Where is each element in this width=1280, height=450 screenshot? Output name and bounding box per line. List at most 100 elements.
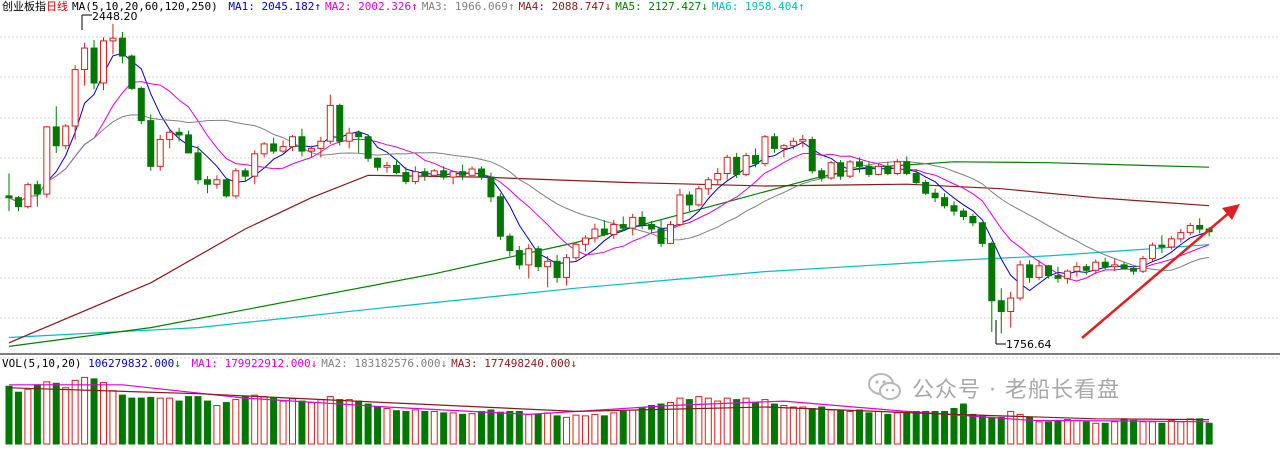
candle — [232, 168, 240, 199]
volume-bar — [43, 381, 51, 445]
candle — [667, 220, 674, 245]
candle — [629, 213, 637, 236]
candle — [317, 136, 325, 158]
vol-legend-ma1: MA1: 179922912.000↓ — [191, 357, 318, 370]
volume-bar — [865, 412, 873, 445]
volume-bar — [449, 412, 457, 445]
moving-average-lines — [8, 52, 1210, 347]
volume-bar — [307, 402, 315, 445]
candle — [1148, 242, 1156, 262]
candle — [251, 150, 259, 185]
candle — [1139, 255, 1147, 273]
candle — [903, 156, 911, 176]
ma-value-list: MA1: 2045.182↑ MA2: 2002.326↑ MA3: 1966.06… — [228, 0, 808, 13]
volume-bar — [430, 410, 438, 445]
candle — [837, 160, 845, 180]
volume-bar — [213, 405, 221, 445]
volume-bar — [837, 409, 845, 445]
volume-bar — [260, 396, 268, 445]
volume-bar — [667, 402, 674, 445]
candle — [959, 208, 967, 221]
volume-bar — [629, 409, 637, 445]
candle — [752, 148, 760, 168]
candle — [638, 211, 646, 230]
volume-bar — [1167, 419, 1175, 445]
candle — [355, 130, 363, 153]
candle — [733, 152, 741, 178]
volume-bar — [1035, 421, 1043, 445]
volume-bar — [657, 403, 665, 445]
volume-bar — [14, 391, 22, 445]
ma-line-ma6 — [8, 244, 1210, 339]
candle — [572, 242, 580, 261]
volume-bar — [534, 413, 542, 445]
volume-bar — [1101, 422, 1109, 445]
volume-bar — [610, 412, 618, 445]
volume-bar — [846, 410, 854, 445]
ma-line-ma5 — [8, 161, 1210, 347]
candle — [43, 126, 51, 198]
candle — [52, 106, 60, 153]
candle — [156, 134, 164, 171]
volume-bar — [487, 409, 495, 445]
volume-bar — [581, 415, 589, 445]
candle — [100, 37, 107, 91]
volume-bar — [1054, 419, 1062, 445]
annotations: 2448.20 1756.64 — [81, 10, 1240, 351]
volume-bar — [147, 396, 155, 445]
volume-bar — [90, 378, 98, 445]
volume-bar — [874, 410, 882, 445]
candle — [969, 213, 977, 227]
candle — [676, 188, 684, 227]
volume-bar — [137, 397, 145, 445]
candle — [81, 42, 89, 86]
candle — [468, 166, 476, 176]
candle — [997, 288, 1005, 334]
volume-bar — [203, 400, 211, 445]
volume-bar — [355, 400, 363, 445]
vol-params: VOL(5,10,20) — [2, 357, 82, 370]
volume-bar — [1007, 410, 1015, 445]
ma-legend-ma6: MA6: 1958.404↑ — [711, 0, 805, 13]
volume-bar — [789, 406, 797, 445]
candle — [298, 128, 306, 157]
candle — [1101, 257, 1109, 270]
candle — [166, 128, 174, 149]
candle — [459, 164, 467, 180]
vol-value: 106279832.000 — [88, 357, 175, 370]
candle — [24, 182, 32, 209]
candle — [411, 166, 419, 185]
volume-bar — [714, 400, 722, 445]
candle — [827, 160, 835, 180]
volume-bar — [969, 413, 977, 445]
volume-bar — [723, 397, 731, 445]
volume-bar — [71, 379, 79, 445]
candle — [780, 143, 788, 158]
candle — [563, 254, 571, 286]
volume-bar — [704, 397, 712, 445]
volume-bar — [194, 396, 202, 445]
candle — [118, 31, 126, 64]
volume-bar — [515, 410, 523, 445]
volume-bars — [5, 376, 1213, 445]
volume-bar — [175, 400, 183, 445]
candle — [619, 216, 627, 231]
volume-bar — [402, 410, 410, 445]
volume-bar — [780, 405, 788, 445]
volume-bar — [884, 413, 892, 445]
volume-bar — [1073, 419, 1081, 445]
candle — [1158, 235, 1166, 254]
ma-line-ma1 — [8, 52, 1210, 292]
volume-bar — [922, 410, 930, 445]
volume-bar — [374, 406, 382, 445]
candle — [657, 220, 665, 247]
candle — [846, 160, 854, 178]
candle — [865, 161, 873, 178]
candle — [364, 134, 372, 162]
candle — [723, 154, 731, 180]
vol-ma-line-ma3 — [8, 387, 1210, 421]
candle — [534, 246, 542, 272]
volume-ma-lines — [8, 384, 1210, 423]
volume-bar — [468, 413, 476, 445]
candle — [194, 145, 202, 185]
